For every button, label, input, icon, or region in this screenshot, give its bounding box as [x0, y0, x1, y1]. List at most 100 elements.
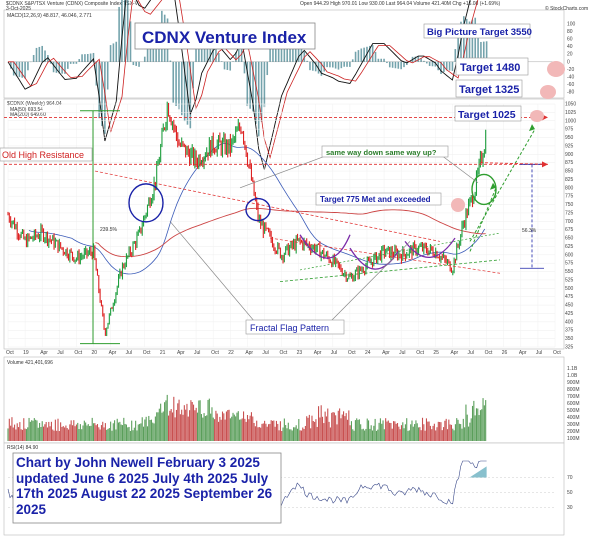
x-tick-label: Jul	[194, 350, 200, 356]
flag-lower-line	[279, 259, 501, 283]
x-tick-label: Oct	[416, 350, 424, 356]
old-high-label: Old High Resistance	[2, 150, 84, 160]
x-tick-label: Oct	[6, 350, 14, 356]
old-high-box	[0, 147, 93, 162]
projection-arrow-up	[469, 128, 536, 242]
rsi-tick-label: 30	[567, 505, 573, 511]
downtrend-line	[94, 170, 441, 242]
x-tick-label: 22	[228, 350, 234, 356]
x-tick-label: Apr	[382, 350, 390, 356]
y-tick-label: 900	[565, 152, 574, 158]
volume-tick-label: 1.0B	[567, 373, 578, 379]
big-picture-target: Big Picture Target 3550	[427, 27, 532, 38]
x-tick-label: Oct	[280, 350, 288, 356]
target-1480: Target 1480	[460, 62, 520, 74]
x-tick-label: Apr	[450, 350, 458, 356]
y-tick-label: 750	[565, 202, 574, 208]
y-tick-label: 1025	[565, 110, 576, 116]
x-tick-label: Jul	[57, 350, 63, 356]
flag-upper-line	[269, 237, 501, 274]
pointer-line	[169, 221, 256, 323]
moving-averages	[28, 143, 486, 275]
big-picture-box	[423, 23, 531, 39]
x-tick-label: Oct	[485, 350, 493, 356]
target-775-label: Target 775 Met and exceeded	[320, 195, 431, 204]
x-tick-label: Jul	[126, 350, 132, 356]
x-tick-label: 26	[502, 350, 508, 356]
rsi-tick-label: 50	[567, 490, 573, 496]
rsi-y-axis: 70 50 30	[567, 475, 573, 511]
pointer-line	[329, 241, 411, 323]
x-tick-label: 25	[433, 350, 439, 356]
rsi-overbought-fill	[469, 466, 487, 478]
x-tick-label: 23	[297, 350, 303, 356]
pointer-line	[239, 153, 331, 189]
price-bars	[7, 101, 487, 337]
arrow-head	[529, 124, 535, 132]
red-arrow	[479, 162, 549, 165]
volume-tick-label: 500M	[567, 408, 580, 414]
ohlc-line: Open 944.29 High 970.01 Low 930.00 Last …	[300, 1, 500, 7]
fractal-box	[245, 319, 345, 335]
y-tick-label: 350	[565, 336, 574, 342]
y-tick-label: 325	[565, 345, 574, 351]
y-tick-label: 775	[565, 194, 574, 200]
ma50-label: MA(50) 693.54	[10, 107, 43, 113]
macd-tick-label: -40	[567, 75, 574, 81]
rsi-label: RSI(14) 84.90	[7, 445, 38, 451]
y-tick-label: 525	[565, 277, 574, 283]
macd-tick-label: 100	[567, 21, 576, 27]
same-way-box	[321, 145, 449, 158]
y-tick-label: 400	[565, 319, 574, 325]
x-tick-label: 24	[365, 350, 371, 356]
price-y-axis: 1050 1025 1000 975 950 925 900 875 850 825 800 775 7…	[565, 102, 576, 351]
x-tick-label: Oct	[143, 350, 151, 356]
x-tick-label: Oct	[74, 350, 82, 356]
y-tick-label: 450	[565, 303, 574, 309]
y-tick-label: 475	[565, 294, 574, 300]
y-tick-label: 675	[565, 227, 574, 233]
date-line: 3-Oct-2025	[6, 6, 31, 12]
y-tick-label: 725	[565, 210, 574, 216]
pct-left-label: 239.5%	[100, 227, 118, 233]
x-tick-label: Oct	[348, 350, 356, 356]
credit-box	[12, 452, 282, 524]
target-1480-box	[455, 57, 529, 76]
x-tick-label: Oct	[553, 350, 561, 356]
macd-tick-label: 40	[567, 44, 573, 50]
target-775-box	[315, 192, 442, 206]
macd-tick-label: -20	[567, 67, 574, 73]
pct-right-label: 56.3%	[522, 228, 537, 234]
volume-tick-label: 800M	[567, 387, 580, 393]
source-label: © StockCharts.com	[545, 5, 588, 12]
ma50-line	[28, 143, 486, 275]
x-axis: Oct 19 Apr Jul Oct 20 Apr Jul Oct 21 Apr Jul Oct 22 Ap…	[6, 350, 561, 356]
volume-tick-label: 900M	[567, 380, 580, 386]
y-tick-label: 875	[565, 160, 574, 166]
arrow-head	[542, 161, 548, 168]
macd-tick-label: -60	[567, 82, 574, 88]
x-tick-label: 19	[23, 350, 29, 356]
volume-label: Volume 421,401,696	[7, 360, 53, 366]
x-tick-label: 20	[91, 350, 97, 356]
fractal-arc-3	[404, 237, 456, 258]
ma200-label: MA(200) 649.60	[10, 112, 46, 118]
x-tick-label: Apr	[519, 350, 527, 356]
x-tick-label: Apr	[245, 350, 253, 356]
macd-tick-label: 20	[567, 52, 573, 58]
ma200-line	[95, 207, 486, 258]
y-tick-label: 850	[565, 169, 574, 175]
volume-tick-label: 1.1B	[567, 366, 578, 372]
y-tick-label: 375	[565, 328, 574, 334]
target-1325-marker	[540, 85, 556, 99]
y-tick-label: 950	[565, 135, 574, 141]
y-tick-label: 625	[565, 244, 574, 250]
y-tick-label: 975	[565, 127, 574, 133]
x-tick-label: Apr	[314, 350, 322, 356]
circle-2022	[245, 197, 271, 222]
volume-tick-label: 100M	[567, 436, 580, 442]
y-tick-label: 825	[565, 177, 574, 183]
y-tick-label: 575	[565, 261, 574, 267]
macd-tick-label: 60	[567, 37, 573, 43]
